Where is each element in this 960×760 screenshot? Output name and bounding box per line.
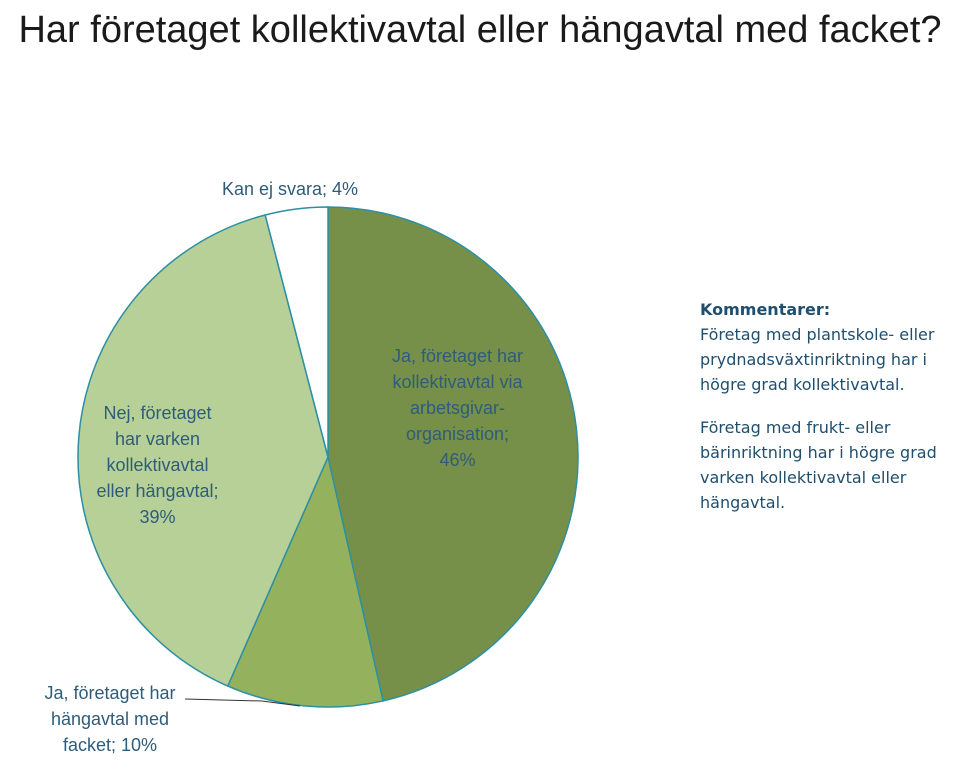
- slice-label-kan-ej-svara: Kan ej svara; 4%: [221, 179, 359, 199]
- slice-nej: [77, 214, 329, 688]
- chart-title: Har företaget kollektivavtal eller hänga…: [18, 9, 942, 51]
- comment-paragraph-2: Företag med frukt- eller bärinriktning h…: [700, 418, 937, 512]
- slice-label-hangavtal: Ja, företaget har hängavtal med facket; …: [44, 683, 176, 755]
- comments-box: Kommentarer: Företag med plantskole- ell…: [700, 297, 960, 515]
- slice-hangavtal: [226, 454, 384, 708]
- comments-header: Kommentarer:: [700, 300, 831, 319]
- hangavtal-leader-line: [184, 698, 301, 707]
- slice-kollektivavtal: [327, 206, 579, 702]
- slice-kan-ej-svara: [264, 206, 329, 458]
- comment-paragraph-1: Företag med plantskole- eller prydnadsvä…: [700, 325, 935, 394]
- slice-label-nej: Nej, företaget har varken kollektivavtal…: [96, 403, 219, 527]
- slice-label-kollektivavtal: Ja, företaget har kollektivavtal via arb…: [391, 346, 524, 470]
